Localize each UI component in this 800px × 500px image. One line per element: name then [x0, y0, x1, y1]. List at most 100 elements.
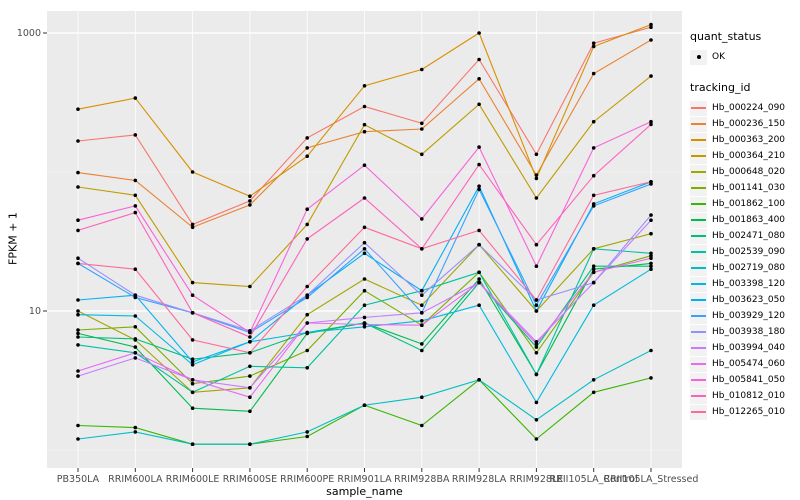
- data-point[interactable]: [190, 406, 195, 411]
- data-point[interactable]: [591, 390, 596, 395]
- data-point[interactable]: [76, 170, 80, 175]
- data-point[interactable]: [362, 104, 367, 109]
- data-point[interactable]: [534, 372, 539, 377]
- data-point[interactable]: [534, 152, 539, 157]
- data-point[interactable]: [420, 288, 424, 293]
- legend-item-Hb_010812_010[interactable]: Hb_010812_010: [690, 388, 798, 404]
- legend-item-Hb_000364_210[interactable]: Hb_000364_210: [690, 148, 798, 164]
- data-point[interactable]: [534, 176, 539, 181]
- data-point[interactable]: [76, 228, 80, 233]
- data-point[interactable]: [305, 146, 310, 150]
- data-point[interactable]: [76, 374, 80, 378]
- data-point[interactable]: [76, 218, 80, 222]
- legend-item-Hb_000648_020[interactable]: Hb_000648_020: [690, 164, 798, 180]
- data-point[interactable]: [420, 323, 424, 328]
- legend-item-Hb_012265_010[interactable]: Hb_012265_010: [690, 404, 798, 420]
- data-point[interactable]: [477, 31, 481, 35]
- data-point[interactable]: [420, 293, 424, 298]
- data-point[interactable]: [362, 315, 367, 320]
- data-point[interactable]: [190, 225, 195, 230]
- data-point[interactable]: [190, 442, 195, 447]
- legend-item-Hb_001863_400[interactable]: Hb_001863_400: [690, 212, 798, 228]
- data-point[interactable]: [534, 196, 539, 200]
- data-point[interactable]: [649, 213, 653, 217]
- data-point[interactable]: [362, 122, 367, 127]
- data-point[interactable]: [362, 251, 367, 256]
- data-point[interactable]: [420, 247, 424, 251]
- data-point[interactable]: [420, 303, 424, 308]
- data-point[interactable]: [248, 284, 252, 289]
- data-point[interactable]: [591, 247, 596, 251]
- legend-item-Hb_005474_060[interactable]: Hb_005474_060: [690, 356, 798, 372]
- data-point[interactable]: [76, 107, 80, 111]
- data-point[interactable]: [305, 348, 310, 353]
- data-point[interactable]: [362, 303, 367, 308]
- data-point[interactable]: [420, 152, 424, 157]
- data-point[interactable]: [591, 267, 596, 272]
- data-point[interactable]: [649, 267, 653, 272]
- data-point[interactable]: [420, 319, 424, 323]
- data-point[interactable]: [76, 256, 80, 261]
- legend-item-Hb_003398_120[interactable]: Hb_003398_120: [690, 276, 798, 292]
- data-point[interactable]: [133, 314, 138, 318]
- data-point[interactable]: [248, 203, 252, 207]
- data-point[interactable]: [477, 242, 481, 247]
- data-point[interactable]: [362, 322, 367, 327]
- data-point[interactable]: [248, 335, 252, 339]
- data-point[interactable]: [76, 309, 80, 313]
- legend-item-Hb_003994_040[interactable]: Hb_003994_040: [690, 340, 798, 356]
- data-point[interactable]: [248, 199, 252, 203]
- data-point[interactable]: [248, 442, 252, 447]
- data-point[interactable]: [649, 231, 653, 236]
- data-point[interactable]: [649, 256, 653, 261]
- data-point[interactable]: [76, 331, 80, 336]
- data-point[interactable]: [133, 345, 138, 349]
- data-point[interactable]: [305, 293, 310, 298]
- data-point[interactable]: [591, 378, 596, 382]
- data-point[interactable]: [133, 430, 138, 434]
- data-point[interactable]: [591, 303, 596, 308]
- data-point[interactable]: [305, 312, 310, 317]
- data-point[interactable]: [190, 280, 195, 285]
- data-point[interactable]: [591, 41, 596, 45]
- data-point[interactable]: [534, 309, 539, 313]
- legend-item-Hb_001862_100[interactable]: Hb_001862_100: [690, 196, 798, 212]
- data-point[interactable]: [248, 386, 252, 390]
- data-point[interactable]: [76, 139, 80, 143]
- data-point[interactable]: [477, 184, 481, 188]
- data-point[interactable]: [420, 67, 424, 72]
- data-point[interactable]: [649, 22, 653, 27]
- data-point[interactable]: [76, 335, 80, 339]
- data-point[interactable]: [649, 348, 653, 353]
- data-point[interactable]: [477, 145, 481, 149]
- legend-item-Hb_000224_090[interactable]: Hb_000224_090: [690, 100, 798, 116]
- data-point[interactable]: [133, 193, 138, 198]
- data-point[interactable]: [420, 121, 424, 126]
- data-point[interactable]: [591, 280, 596, 285]
- data-point[interactable]: [248, 194, 252, 198]
- data-point[interactable]: [649, 180, 653, 184]
- data-point[interactable]: [133, 351, 138, 355]
- data-point[interactable]: [591, 204, 596, 208]
- data-point[interactable]: [190, 378, 195, 382]
- data-point[interactable]: [477, 187, 481, 192]
- data-point[interactable]: [534, 437, 539, 441]
- data-point[interactable]: [190, 170, 195, 174]
- data-point[interactable]: [76, 328, 80, 332]
- data-point[interactable]: [190, 293, 195, 298]
- data-point[interactable]: [534, 342, 539, 346]
- data-point[interactable]: [76, 261, 80, 266]
- data-point[interactable]: [362, 163, 367, 167]
- data-point[interactable]: [420, 127, 424, 131]
- data-point[interactable]: [649, 264, 653, 269]
- data-point[interactable]: [248, 364, 252, 369]
- data-point[interactable]: [420, 348, 424, 353]
- data-point[interactable]: [305, 330, 310, 335]
- data-point[interactable]: [133, 204, 138, 208]
- data-point[interactable]: [362, 240, 367, 245]
- data-point[interactable]: [591, 119, 596, 124]
- data-point[interactable]: [190, 381, 195, 386]
- data-point[interactable]: [362, 247, 367, 251]
- data-point[interactable]: [591, 146, 596, 150]
- data-point[interactable]: [133, 356, 138, 360]
